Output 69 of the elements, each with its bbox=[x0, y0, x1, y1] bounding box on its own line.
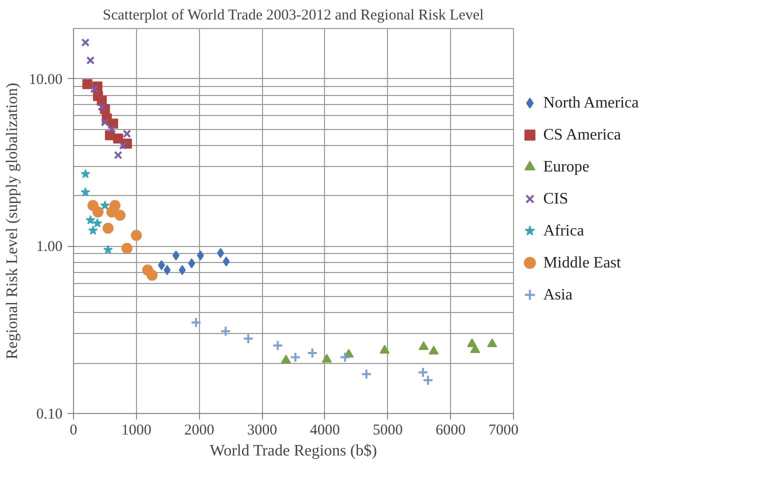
point bbox=[130, 230, 142, 241]
point bbox=[172, 250, 180, 260]
point bbox=[100, 118, 110, 126]
point bbox=[121, 242, 132, 254]
point bbox=[280, 354, 291, 364]
legend-label: CS America bbox=[543, 126, 621, 144]
x-tick-label: 0 bbox=[70, 422, 78, 438]
point bbox=[86, 215, 96, 224]
point bbox=[340, 352, 351, 363]
point bbox=[80, 169, 90, 178]
point bbox=[164, 265, 171, 276]
point bbox=[114, 150, 122, 160]
point bbox=[322, 354, 332, 363]
legend-label: Europe bbox=[543, 158, 590, 176]
point bbox=[272, 340, 284, 351]
point bbox=[122, 130, 132, 138]
point bbox=[190, 316, 202, 328]
point bbox=[80, 187, 90, 196]
y-tick-label: 10.00 bbox=[28, 72, 62, 88]
point bbox=[103, 244, 113, 254]
point bbox=[102, 222, 114, 234]
point bbox=[196, 250, 204, 260]
point bbox=[92, 206, 104, 218]
legend-label: North America bbox=[543, 94, 639, 112]
y-axis-title: Regional Risk Level (supply globalization) bbox=[4, 82, 21, 360]
legend-label: Asia bbox=[543, 286, 573, 304]
legend-label: Middle East bbox=[543, 254, 622, 272]
point bbox=[98, 102, 106, 112]
point bbox=[86, 56, 95, 65]
point bbox=[306, 347, 318, 358]
point bbox=[113, 134, 124, 144]
point bbox=[106, 206, 118, 218]
y-tick-label: 1.00 bbox=[36, 239, 62, 256]
point bbox=[220, 326, 232, 337]
x-tick-label: 1000 bbox=[121, 422, 152, 438]
point bbox=[188, 258, 196, 268]
point bbox=[470, 344, 480, 353]
point bbox=[90, 84, 98, 94]
x-tick-label: 7000 bbox=[488, 422, 518, 438]
point bbox=[222, 256, 230, 266]
point bbox=[290, 352, 301, 363]
x-tick-label: 3000 bbox=[247, 422, 278, 438]
x-tick-label: 2000 bbox=[184, 422, 214, 438]
point bbox=[82, 79, 92, 90]
point bbox=[108, 125, 116, 134]
legend-label: CIS bbox=[543, 190, 568, 208]
point bbox=[417, 366, 428, 378]
point bbox=[88, 226, 98, 235]
point bbox=[422, 374, 434, 386]
point bbox=[81, 38, 90, 47]
point bbox=[418, 341, 429, 350]
legend-label: Africa bbox=[543, 222, 584, 240]
x-tick-label: 6000 bbox=[436, 422, 466, 438]
x-tick-label: 4000 bbox=[310, 422, 340, 438]
point bbox=[178, 265, 186, 276]
point bbox=[217, 248, 224, 258]
y-tick-label: 0.10 bbox=[36, 406, 62, 422]
x-tick-label: 5000 bbox=[372, 422, 403, 438]
point bbox=[380, 344, 390, 354]
point bbox=[360, 368, 372, 380]
point bbox=[242, 333, 254, 344]
point bbox=[487, 338, 498, 348]
chart-title: Scatterplot of World Trade 2003-2012 and Regional Risk Level bbox=[102, 8, 484, 24]
point bbox=[92, 218, 102, 228]
point bbox=[100, 200, 110, 210]
point bbox=[118, 141, 128, 150]
point bbox=[146, 270, 158, 281]
point bbox=[428, 346, 439, 355]
x-axis-title: World Trade Regions (b$) bbox=[210, 442, 377, 460]
